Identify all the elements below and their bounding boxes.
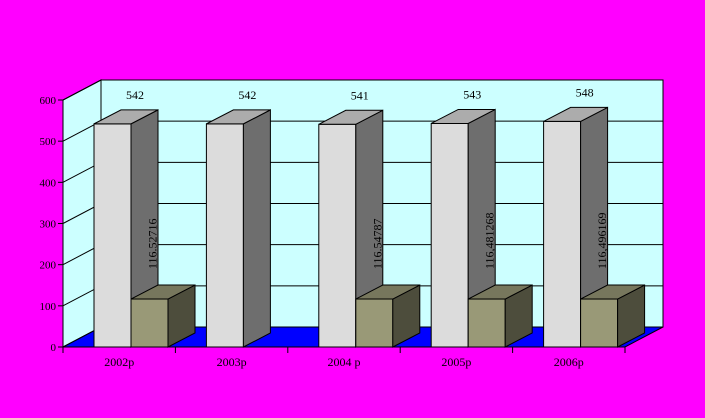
y-tick-label: 500 xyxy=(40,136,57,148)
bar-primary xyxy=(205,109,271,348)
y-tick-label: 100 xyxy=(40,301,57,313)
bar-primary-front xyxy=(93,123,132,348)
x-axis: 2002p 2003p 2004 p 2005p 2006p xyxy=(62,346,626,369)
x-tick-label: 2003p xyxy=(217,355,247,369)
bar-secondary-front xyxy=(130,298,169,348)
bar-primary xyxy=(543,106,609,348)
bar-primary-top xyxy=(318,109,384,125)
bar-secondary-top xyxy=(130,284,196,300)
x-tick-label: 2005p xyxy=(441,355,471,369)
y-tick-label: 400 xyxy=(40,177,57,189)
data-labels: 542 116.52716 542 541 116.54787 543 116,481268… xyxy=(126,85,609,269)
bar-primary-front xyxy=(205,123,244,348)
data-label: 548 xyxy=(576,85,594,99)
bar-secondary-top xyxy=(580,284,645,300)
data-label: 542 xyxy=(238,88,256,102)
bar-secondary-front xyxy=(355,298,394,348)
data-label: 116,481268 xyxy=(483,212,497,269)
y-axis: 0 100 200 300 400 500 600 xyxy=(40,95,64,354)
bar-secondary xyxy=(467,284,533,348)
bar-primary xyxy=(318,109,384,348)
y-tick-label: 600 xyxy=(40,95,57,107)
bar-secondary-top xyxy=(355,284,421,300)
bar-primary-top xyxy=(543,106,608,122)
data-label: 543 xyxy=(463,87,481,101)
bar-primary-front xyxy=(543,120,582,348)
x-tick-label: 2006p xyxy=(554,355,584,369)
bar-secondary xyxy=(130,284,196,348)
bar-primary xyxy=(430,108,496,348)
bar-secondary xyxy=(580,284,646,348)
bar-primary-side xyxy=(242,109,271,348)
data-label: 116.52716 xyxy=(146,218,160,269)
bars xyxy=(93,106,646,348)
data-label: 541 xyxy=(351,88,369,102)
bar-primary xyxy=(93,109,159,348)
data-label: 542 xyxy=(126,88,144,102)
data-label: 116,496169 xyxy=(595,212,609,269)
bar-secondary-front xyxy=(580,298,619,348)
bar-primary-top xyxy=(430,108,496,124)
bar-primary-top xyxy=(206,109,271,125)
x-tick-label: 2004 p xyxy=(328,355,361,369)
y-tick-label: 200 xyxy=(40,260,57,272)
bar-secondary-top xyxy=(467,284,533,300)
data-label: 116.54787 xyxy=(370,218,384,269)
bar-primary-front xyxy=(430,122,469,348)
bar-secondary xyxy=(355,284,421,348)
gridline xyxy=(62,79,663,101)
x-tick-label: 2002p xyxy=(104,355,134,369)
bar-primary-front xyxy=(318,123,357,348)
y-tick-label: 300 xyxy=(40,219,57,231)
y-tick-label: 0 xyxy=(51,342,57,354)
bar-primary-top xyxy=(93,109,159,125)
bar-secondary-front xyxy=(467,298,506,348)
